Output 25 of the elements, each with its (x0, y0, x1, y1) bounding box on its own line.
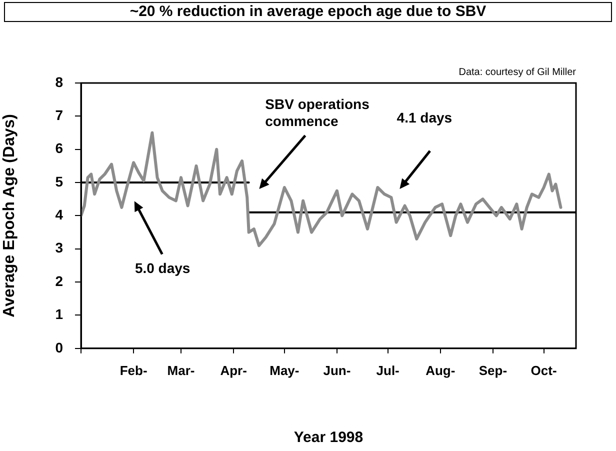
y-tick-label: 3 (55, 240, 64, 256)
x-tick-label: Sep- (478, 362, 508, 378)
x-tick-label: Aug- (426, 362, 456, 378)
x-tick-label: May- (270, 362, 300, 378)
y-tick-label: 5 (55, 173, 64, 190)
annotation: 5.0 days (134, 260, 190, 276)
y-tick-label: 4 (55, 206, 64, 223)
y-tick-label: 1 (55, 306, 64, 322)
x-axis-title: Year 1998 (294, 429, 364, 446)
x-tick-label: Oct- (530, 362, 557, 378)
x-tick-label: Apr- (220, 362, 247, 378)
x-tick-label: Feb- (120, 362, 148, 378)
y-tick-label: 2 (55, 272, 64, 289)
x-tick-label: Jun- (323, 362, 351, 378)
x-tick-label: Mar- (167, 362, 195, 378)
y-axis-title: Average Epoch Age (Days) (1, 114, 18, 318)
y-tick-label: 0 (55, 339, 64, 356)
y-tick-label: 7 (55, 107, 64, 124)
annotation: SBV operations commence (265, 96, 370, 130)
x-tick-label: Jul- (376, 362, 400, 378)
annotation: 4.1 days (396, 109, 452, 126)
chart-title: ~20 % reduction in average epoch age due to SBV (4, 2, 612, 22)
y-tick-label: 6 (55, 140, 64, 156)
text: Data: courtesy of Gil Miller (458, 66, 577, 78)
y-tick-label: 8 (55, 74, 64, 90)
